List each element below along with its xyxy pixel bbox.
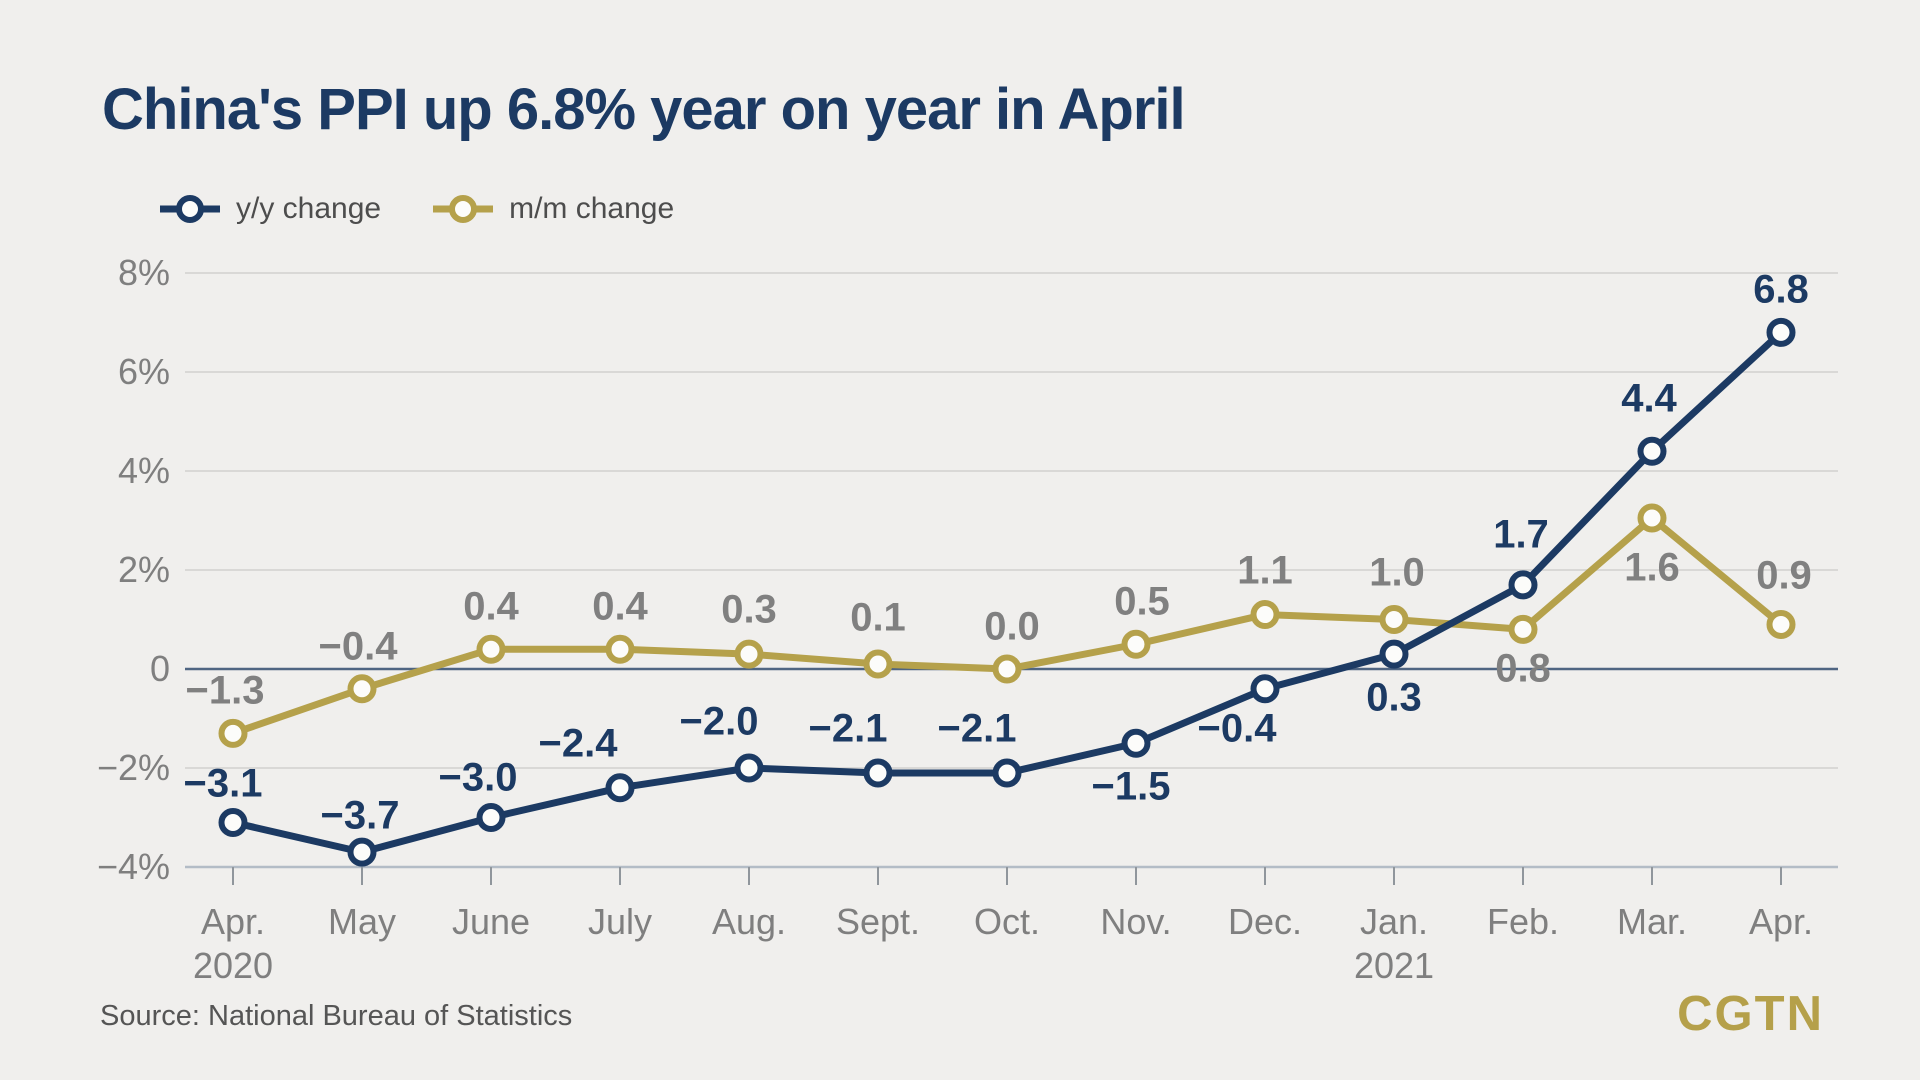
data-point-label: −3.1: [183, 761, 263, 806]
legend-item-yy: y/y change: [158, 192, 381, 226]
line-marker-icon: [160, 195, 220, 223]
x-tick-label: Aug.: [711, 901, 787, 942]
data-point-marker: [1637, 436, 1667, 466]
chart-title: China's PPI up 6.8% year on year in Apri…: [102, 77, 1186, 142]
data-point-label: 4.4: [1621, 376, 1677, 421]
y-tick-label: 6%: [117, 351, 170, 392]
data-point-label: 1.0: [1369, 550, 1425, 594]
data-point-label: 0.0: [984, 604, 1040, 649]
x-tick-label: Apr. 2020: [192, 901, 274, 986]
data-point-label: 0.4: [592, 584, 648, 629]
data-point-marker: [1379, 639, 1409, 669]
data-point-marker: [1508, 570, 1538, 600]
data-point-label: −0.4: [1197, 706, 1277, 751]
data-point-label: −0.4: [318, 624, 398, 669]
data-point-marker: [734, 753, 764, 783]
data-point-marker: [1121, 629, 1151, 659]
data-point-marker: [863, 649, 893, 679]
data-point-marker: [1766, 609, 1796, 639]
data-point-label: 0.1: [850, 595, 906, 640]
x-tick-label: Mar.: [1616, 901, 1688, 942]
data-point-label: −3.0: [438, 755, 518, 799]
data-point-label: 0.3: [721, 587, 777, 632]
data-point-marker: [605, 773, 635, 803]
data-point-marker: [218, 807, 248, 837]
x-tick-label: Feb.: [1486, 901, 1560, 942]
x-tick-label: Nov.: [1100, 901, 1172, 942]
cgtn-logo: CGTN: [1677, 987, 1824, 1041]
data-point-marker: [992, 654, 1022, 684]
data-point-label: −1.3: [185, 668, 265, 713]
data-point-marker: [1121, 728, 1151, 758]
data-point-label: 0.3: [1366, 675, 1422, 720]
data-point-label: 1.7: [1493, 512, 1549, 557]
x-tick-label: May: [327, 901, 397, 942]
data-point-label: 0.4: [463, 584, 519, 629]
y-tick-label: −4%: [96, 846, 170, 887]
data-point-marker: [476, 803, 506, 832]
data-point-label: −2.0: [679, 699, 759, 744]
data-point-marker: [992, 758, 1022, 788]
y-tick-label: 2%: [117, 549, 170, 590]
x-tick-label: Sept.: [835, 901, 921, 942]
legend-item-mm: m/m change: [431, 192, 674, 226]
y-tick-label: 4%: [117, 450, 170, 491]
data-point-marker: [863, 758, 893, 788]
data-point-marker: [1250, 600, 1280, 630]
data-point-label: 1.1: [1237, 548, 1293, 593]
x-tick-label: June: [451, 901, 531, 942]
legend-label-mm: m/m change: [509, 192, 675, 225]
y-tick-label: 8%: [117, 252, 170, 293]
data-point-label: −2.1: [937, 706, 1017, 751]
x-tick-label: Oct.: [973, 901, 1041, 942]
legend-label-yy: y/y change: [236, 192, 382, 225]
y-tick-label: −2%: [96, 747, 170, 788]
data-point-marker: [734, 639, 764, 669]
source-note: Source: National Bureau of Statistics: [100, 1000, 573, 1032]
x-tick-label: Jan. 2021: [1353, 901, 1435, 986]
data-point-label: −2.4: [538, 721, 618, 766]
legend: y/y change m/m change: [158, 192, 674, 226]
data-point-marker: [218, 718, 248, 748]
data-point-label: 6.8: [1753, 267, 1809, 312]
data-point-marker: [347, 837, 377, 867]
data-point-marker: [605, 634, 635, 664]
data-point-marker: [347, 674, 377, 704]
line-marker-icon: [433, 195, 494, 223]
x-tick-label: Dec.: [1227, 901, 1303, 942]
data-point-label: 0.8: [1495, 646, 1551, 691]
data-point-label: −3.7: [320, 793, 400, 838]
data-point-label: 0.5: [1114, 579, 1170, 624]
data-point-marker: [1379, 605, 1409, 634]
data-point-marker: [1250, 674, 1280, 704]
data-point-marker: [1637, 503, 1667, 533]
data-point-label: 1.6: [1624, 545, 1680, 590]
data-point-label: 0.9: [1756, 553, 1812, 598]
data-point-marker: [1766, 317, 1796, 347]
data-point-marker: [476, 634, 506, 664]
data-point-label: −2.1: [808, 706, 888, 751]
x-tick-label: Apr.: [1748, 901, 1814, 942]
data-point-marker: [1508, 614, 1538, 644]
data-point-label: −1.5: [1091, 764, 1171, 809]
x-tick-label: July: [587, 901, 653, 942]
y-tick-label: 0: [149, 648, 170, 689]
